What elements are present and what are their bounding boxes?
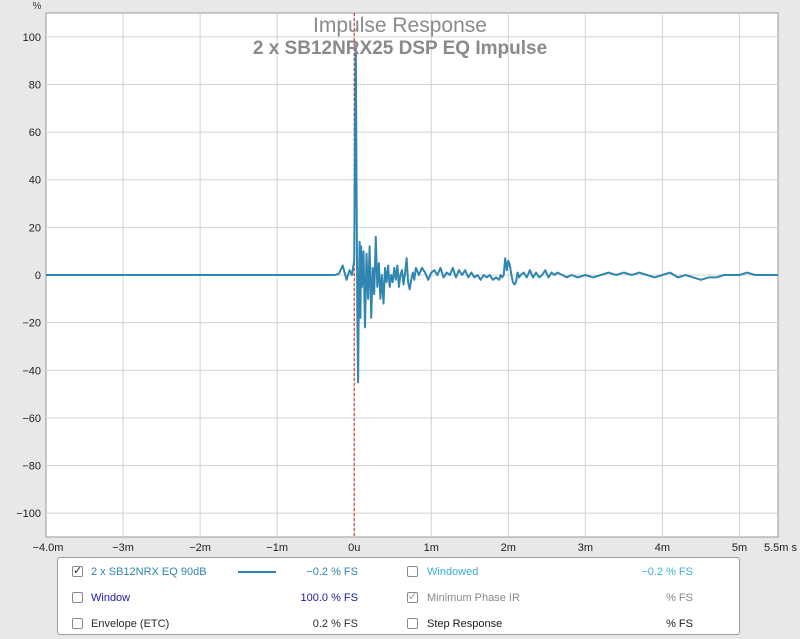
legend-item[interactable]: Step Response % FS [407,615,693,633]
legend-value: −0.2 % FS [306,566,358,578]
x-tick-label: 3m [578,542,593,554]
y-tick-label: 100 [23,32,41,44]
x-tick-label: 5.5m s [764,542,798,554]
y-axis-unit-label: % [33,1,42,12]
series-line-2x-sb12nrx [46,45,778,384]
legend-swatch [238,571,276,573]
legend-checkbox[interactable] [407,618,418,629]
y-tick-label: −20 [22,318,41,330]
legend-checkbox[interactable] [72,618,83,629]
legend-value: −0.2 % FS [641,566,693,578]
y-tick-label: 80 [29,79,41,91]
legend-value: % FS [666,618,693,630]
chart-title: Impulse Response [313,14,487,37]
legend-label: Step Response [427,618,503,630]
legend-label: Minimum Phase IR [427,592,520,604]
legend-item[interactable]: Windowed −0.2 % FS [407,563,693,581]
legend-item[interactable]: Window 100.0 % FS [72,589,358,607]
legend-item[interactable]: 2 x SB12NRX EQ 90dB −0.2 % FS [72,563,358,581]
y-tick-label: −60 [22,413,41,425]
x-tick-label: −4.0m [33,542,64,554]
y-tick-label: −40 [22,365,41,377]
legend-value: 100.0 % FS [300,592,358,604]
legend-label: Window [91,592,131,604]
x-tick-label: 2m [501,542,516,554]
legend-checkbox[interactable] [72,566,83,577]
x-tick-label: 1m [424,542,439,554]
y-tick-label: −100 [16,508,41,520]
legend-checkbox[interactable] [407,592,418,603]
y-tick-label: 20 [29,222,41,234]
impulse-chart: 100 80 60 40 20 0 −20 −40 −60 −80 −100 −4.0m −3m −2m… [16,1,798,554]
legend-checkbox[interactable] [72,592,83,603]
legend-label: 2 x SB12NRX EQ 90dB [91,566,207,578]
y-tick-label: 60 [29,127,41,139]
legend-value: % FS [666,592,693,604]
chart-subtitle: 2 x SB12NRX25 DSP EQ Impulse [253,38,547,59]
legend-checkbox[interactable] [407,566,418,577]
legend-value: 0.2 % FS [312,618,358,630]
x-tick-label: −1m [266,542,288,554]
y-axis: 100 80 60 40 20 0 −20 −40 −60 −80 −100 [16,32,41,520]
x-tick-label: 4m [655,542,670,554]
y-tick-label: 0 [35,270,41,282]
x-axis: −4.0m −3m −2m −1m 0u 1m 2m 3m 4m 5m 5.5m s [33,542,798,554]
y-tick-label: −80 [22,461,41,473]
x-tick-label: 5m [732,542,747,554]
legend-item[interactable]: Envelope (ETC) 0.2 % FS [72,615,358,633]
legend-label: Windowed [427,566,479,578]
x-tick-label: −3m [112,542,134,554]
y-tick-label: 40 [29,175,41,187]
legend-item[interactable]: Minimum Phase IR % FS [407,589,693,607]
x-tick-label: 0u [348,542,360,554]
x-tick-label: −2m [189,542,211,554]
legend-panel: 2 x SB12NRX EQ 90dB −0.2 % FS Windowed −0.2… [57,557,740,635]
legend-label: Envelope (ETC) [91,618,170,630]
